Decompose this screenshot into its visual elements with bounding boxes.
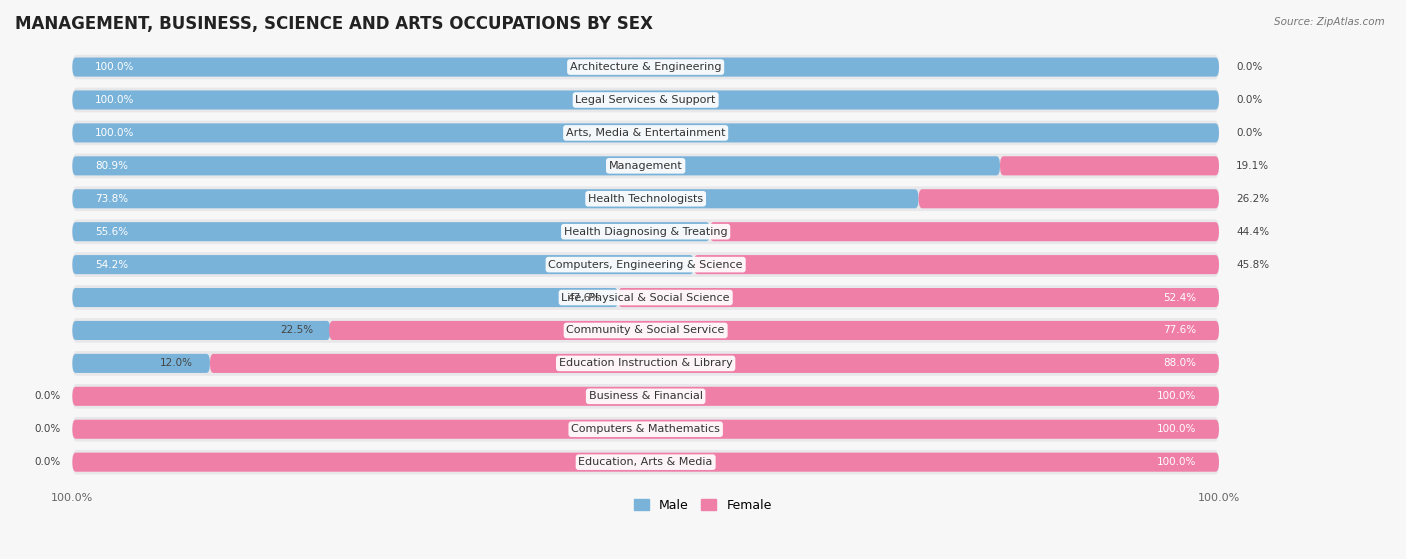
FancyBboxPatch shape [72, 321, 330, 340]
Text: Business & Financial: Business & Financial [589, 391, 703, 401]
Text: Community & Social Service: Community & Social Service [567, 325, 725, 335]
Text: 0.0%: 0.0% [35, 457, 60, 467]
FancyBboxPatch shape [72, 91, 1219, 110]
FancyBboxPatch shape [619, 288, 1219, 307]
Text: 100.0%: 100.0% [96, 128, 135, 138]
Text: 73.8%: 73.8% [96, 194, 128, 204]
FancyBboxPatch shape [918, 189, 1219, 209]
Text: 22.5%: 22.5% [280, 325, 314, 335]
Text: 0.0%: 0.0% [35, 424, 60, 434]
FancyBboxPatch shape [72, 186, 1219, 211]
Text: Education, Arts & Media: Education, Arts & Media [578, 457, 713, 467]
FancyBboxPatch shape [72, 58, 1219, 77]
Text: 55.6%: 55.6% [96, 227, 128, 236]
FancyBboxPatch shape [72, 157, 1000, 176]
Text: 52.4%: 52.4% [1163, 292, 1197, 302]
Text: Management: Management [609, 161, 682, 171]
Text: 100.0%: 100.0% [96, 62, 135, 72]
Text: 0.0%: 0.0% [1236, 95, 1263, 105]
Text: Arts, Media & Entertainment: Arts, Media & Entertainment [567, 128, 725, 138]
FancyBboxPatch shape [72, 417, 1219, 442]
FancyBboxPatch shape [72, 222, 710, 241]
FancyBboxPatch shape [693, 255, 1219, 274]
Text: Source: ZipAtlas.com: Source: ZipAtlas.com [1274, 17, 1385, 27]
FancyBboxPatch shape [72, 121, 1219, 145]
Text: Health Diagnosing & Treating: Health Diagnosing & Treating [564, 227, 727, 236]
FancyBboxPatch shape [72, 189, 918, 209]
FancyBboxPatch shape [72, 154, 1219, 178]
FancyBboxPatch shape [72, 384, 1219, 409]
Text: 12.0%: 12.0% [160, 358, 193, 368]
FancyBboxPatch shape [72, 88, 1219, 112]
FancyBboxPatch shape [72, 453, 1219, 472]
Text: Education Instruction & Library: Education Instruction & Library [558, 358, 733, 368]
Text: Computers, Engineering & Science: Computers, Engineering & Science [548, 259, 742, 269]
Text: 0.0%: 0.0% [1236, 128, 1263, 138]
FancyBboxPatch shape [72, 124, 1219, 143]
Text: 80.9%: 80.9% [96, 161, 128, 171]
Text: Health Technologists: Health Technologists [588, 194, 703, 204]
Text: 0.0%: 0.0% [35, 391, 60, 401]
FancyBboxPatch shape [72, 255, 693, 274]
Text: 88.0%: 88.0% [1163, 358, 1197, 368]
FancyBboxPatch shape [72, 219, 1219, 244]
FancyBboxPatch shape [1000, 157, 1219, 176]
FancyBboxPatch shape [72, 55, 1219, 79]
FancyBboxPatch shape [72, 288, 619, 307]
Legend: Male, Female: Male, Female [630, 494, 776, 517]
Text: Computers & Mathematics: Computers & Mathematics [571, 424, 720, 434]
Text: 77.6%: 77.6% [1163, 325, 1197, 335]
FancyBboxPatch shape [72, 354, 209, 373]
FancyBboxPatch shape [72, 285, 1219, 310]
Text: Life, Physical & Social Science: Life, Physical & Social Science [561, 292, 730, 302]
Text: 54.2%: 54.2% [96, 259, 128, 269]
FancyBboxPatch shape [710, 222, 1219, 241]
Text: 19.1%: 19.1% [1236, 161, 1270, 171]
FancyBboxPatch shape [72, 387, 1219, 406]
Text: 100.0%: 100.0% [1157, 391, 1197, 401]
Text: Architecture & Engineering: Architecture & Engineering [569, 62, 721, 72]
Text: 45.8%: 45.8% [1236, 259, 1270, 269]
Text: Legal Services & Support: Legal Services & Support [575, 95, 716, 105]
FancyBboxPatch shape [329, 321, 1219, 340]
Text: 26.2%: 26.2% [1236, 194, 1270, 204]
Text: 44.4%: 44.4% [1236, 227, 1270, 236]
FancyBboxPatch shape [72, 318, 1219, 343]
Text: 0.0%: 0.0% [1236, 62, 1263, 72]
FancyBboxPatch shape [72, 351, 1219, 376]
Text: 100.0%: 100.0% [96, 95, 135, 105]
FancyBboxPatch shape [72, 450, 1219, 475]
FancyBboxPatch shape [72, 252, 1219, 277]
Text: 100.0%: 100.0% [1157, 457, 1197, 467]
FancyBboxPatch shape [72, 420, 1219, 439]
FancyBboxPatch shape [209, 354, 1219, 373]
Text: 47.6%: 47.6% [568, 292, 600, 302]
Text: 100.0%: 100.0% [1157, 424, 1197, 434]
Text: MANAGEMENT, BUSINESS, SCIENCE AND ARTS OCCUPATIONS BY SEX: MANAGEMENT, BUSINESS, SCIENCE AND ARTS O… [15, 15, 652, 33]
